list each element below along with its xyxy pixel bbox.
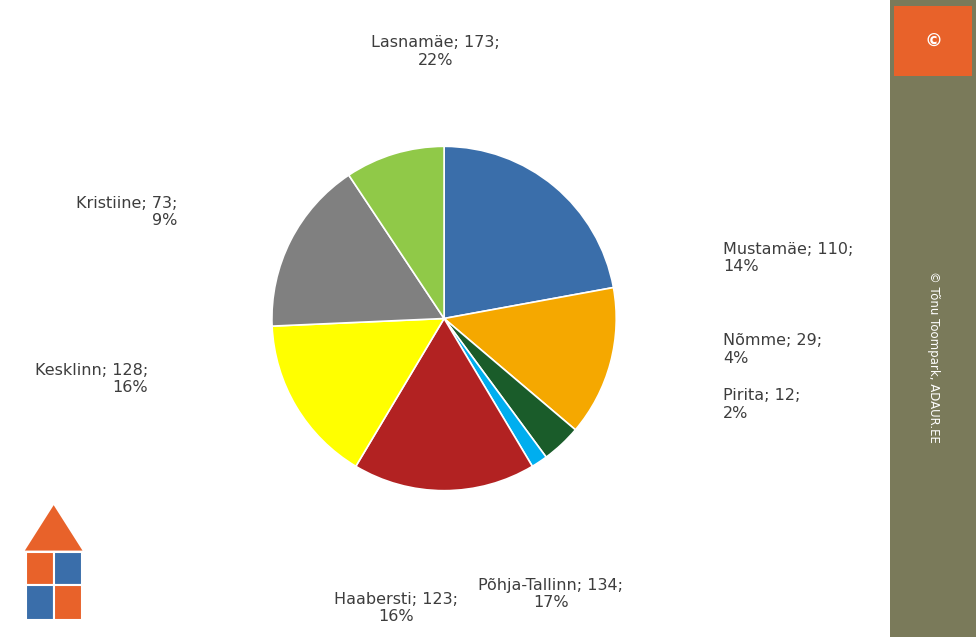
Text: © Tõnu Toompark, ADAUR.EE: © Tõnu Toompark, ADAUR.EE bbox=[926, 271, 940, 443]
Polygon shape bbox=[25, 585, 54, 620]
Text: ©: © bbox=[924, 32, 942, 50]
Wedge shape bbox=[348, 147, 444, 318]
Polygon shape bbox=[25, 552, 54, 585]
Wedge shape bbox=[444, 147, 614, 318]
Bar bbox=[894, 6, 972, 76]
Text: Lasnamäe; 173;
22%: Lasnamäe; 173; 22% bbox=[371, 36, 500, 68]
Wedge shape bbox=[444, 318, 547, 466]
Text: Nõmme; 29;
4%: Nõmme; 29; 4% bbox=[723, 333, 822, 366]
Text: Mustamäe; 110;
14%: Mustamäe; 110; 14% bbox=[723, 242, 853, 275]
Wedge shape bbox=[356, 318, 532, 490]
Text: Kesklinn; 128;
16%: Kesklinn; 128; 16% bbox=[35, 362, 148, 395]
Text: Haabersti; 123;
16%: Haabersti; 123; 16% bbox=[334, 592, 458, 624]
Wedge shape bbox=[272, 318, 444, 466]
Polygon shape bbox=[23, 503, 84, 552]
Polygon shape bbox=[54, 552, 82, 585]
Wedge shape bbox=[272, 175, 444, 326]
Wedge shape bbox=[444, 287, 616, 430]
Polygon shape bbox=[54, 585, 82, 620]
Text: Kristiine; 73;
9%: Kristiine; 73; 9% bbox=[76, 196, 178, 228]
Text: Põhja-Tallinn; 134;
17%: Põhja-Tallinn; 134; 17% bbox=[478, 578, 624, 610]
Text: Pirita; 12;
2%: Pirita; 12; 2% bbox=[723, 389, 800, 421]
Wedge shape bbox=[444, 318, 576, 457]
